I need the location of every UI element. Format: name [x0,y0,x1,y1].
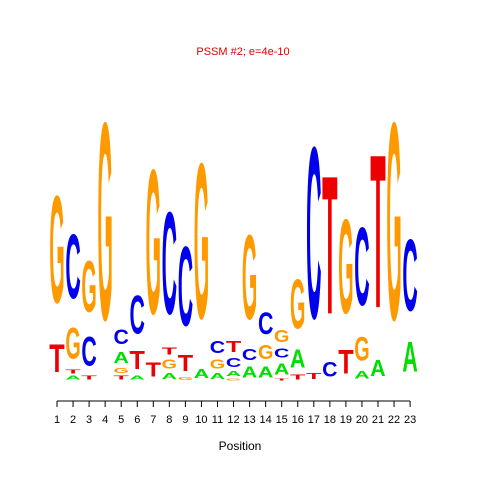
x-axis: 1 2 3 4 5 6 7 8 9 10 11 12 13 14 15 16 17 18 19 20 21 22 23 [54,400,416,426]
logo-letter-g: G [162,357,177,372]
logo-letter-a: A [114,349,130,367]
x-tick-label: 8 [166,414,172,426]
x-tick-label: 20 [356,414,368,426]
logo-letter-t: T [65,368,80,375]
logo-letter-c: C [130,285,145,346]
x-axis-label: Position [219,439,262,453]
logo-letter-t: T [322,134,337,356]
x-tick-label: 18 [324,414,336,426]
x-tick-label: 6 [134,414,140,426]
logo-letter-t: T [114,374,129,381]
x-tick-label: 17 [308,414,320,426]
x-tick-label: 10 [195,414,207,426]
logo-letter-a: A [194,366,210,381]
x-tick-label: 3 [86,414,92,426]
x-tick-label: 4 [102,414,108,426]
logo-letter-g: G [242,212,257,346]
logo-letter-c: C [242,346,258,364]
logo-letter-c: C [258,306,273,341]
chart-title: PSSM #2; e=4e-10 [196,46,289,58]
logo-letter-g: G [49,165,64,336]
x-tick-label: 16 [292,414,304,426]
logo-letter-a: A [226,370,242,378]
x-tick-label: 1 [54,414,60,426]
logo-letter-g: G [386,65,401,380]
logo-letter-t: T [81,374,96,381]
logo-letter-a: A [242,363,258,381]
logo-letter-t: T [49,337,65,381]
logo-letter-t: T [178,351,194,377]
logo-letter-g: G [97,65,112,380]
logo-letter-c: C [306,96,321,369]
x-tick-label: 2 [70,414,76,426]
logo-letter-t: T [130,347,146,375]
logo-letter-t: T [162,346,178,357]
x-tick-label: 7 [150,414,156,426]
logo-letter-a: A [162,372,178,382]
logo-letter-a: A [370,355,385,381]
logo-letter-a: A [210,372,226,382]
x-tick-label: 21 [372,414,384,426]
logo-letter-a: A [354,368,369,381]
logo-letter-c: C [402,218,417,333]
x-tick-label: 11 [212,414,223,426]
logo-letter-g: G [114,367,129,375]
x-tick-label: 9 [182,414,188,426]
logo-letter-g: G [210,357,225,372]
logo-letter-c: C [81,328,96,375]
logo-letter-t: T [226,338,242,355]
logo-letter-g: G [178,376,193,381]
x-tick-label: 19 [340,414,352,426]
logo-letter-a: A [402,334,417,382]
logo-letter-g: G [354,330,369,368]
logo-letter-g: G [226,378,241,381]
logo-letter-t: T [146,358,161,381]
logo-letter-g: G [274,326,289,345]
logo-letter-c: C [114,325,129,349]
x-tick-label: 5 [118,414,124,426]
logo-letter-g: G [81,248,96,329]
x-tick-label: 12 [227,414,239,426]
logo-letter-t: T [306,371,322,381]
logo-letter-a: A [290,346,305,374]
logo-letter-a: A [258,363,274,381]
logo-letter-g: G [146,127,161,358]
x-tick-label: 13 [243,414,255,426]
x-tick-label: 22 [388,414,400,426]
logo-letter-c: C [274,346,290,361]
logo-letter-a: A [65,375,80,381]
logo-letter-g: G [338,193,353,343]
logo-letter-c: C [322,357,337,381]
logo-letter-t: T [274,378,289,381]
logo-letter-g: G [290,265,305,344]
logo-letter-t: T [290,373,306,381]
logo-letter-g: G [194,118,209,366]
logo-letter-t: T [370,110,385,354]
logo-letter-t: T [338,344,354,382]
logo-letter-a: A [274,360,290,378]
logo-letter-c: C [65,217,80,319]
logo-letter-g: G [258,342,273,364]
x-tick-label: 15 [276,414,288,426]
x-tick-label: 14 [260,414,272,426]
logo-letter-c: C [178,224,193,350]
logo-letter-c: C [210,338,225,358]
logo-letter-c: C [354,205,369,330]
logo-letter-c: C [162,182,177,346]
logo-letter-c: C [226,355,242,370]
x-tick-label: 23 [404,414,416,426]
logo-letter-g: G [65,320,80,369]
logo-letter-a: A [130,375,145,381]
